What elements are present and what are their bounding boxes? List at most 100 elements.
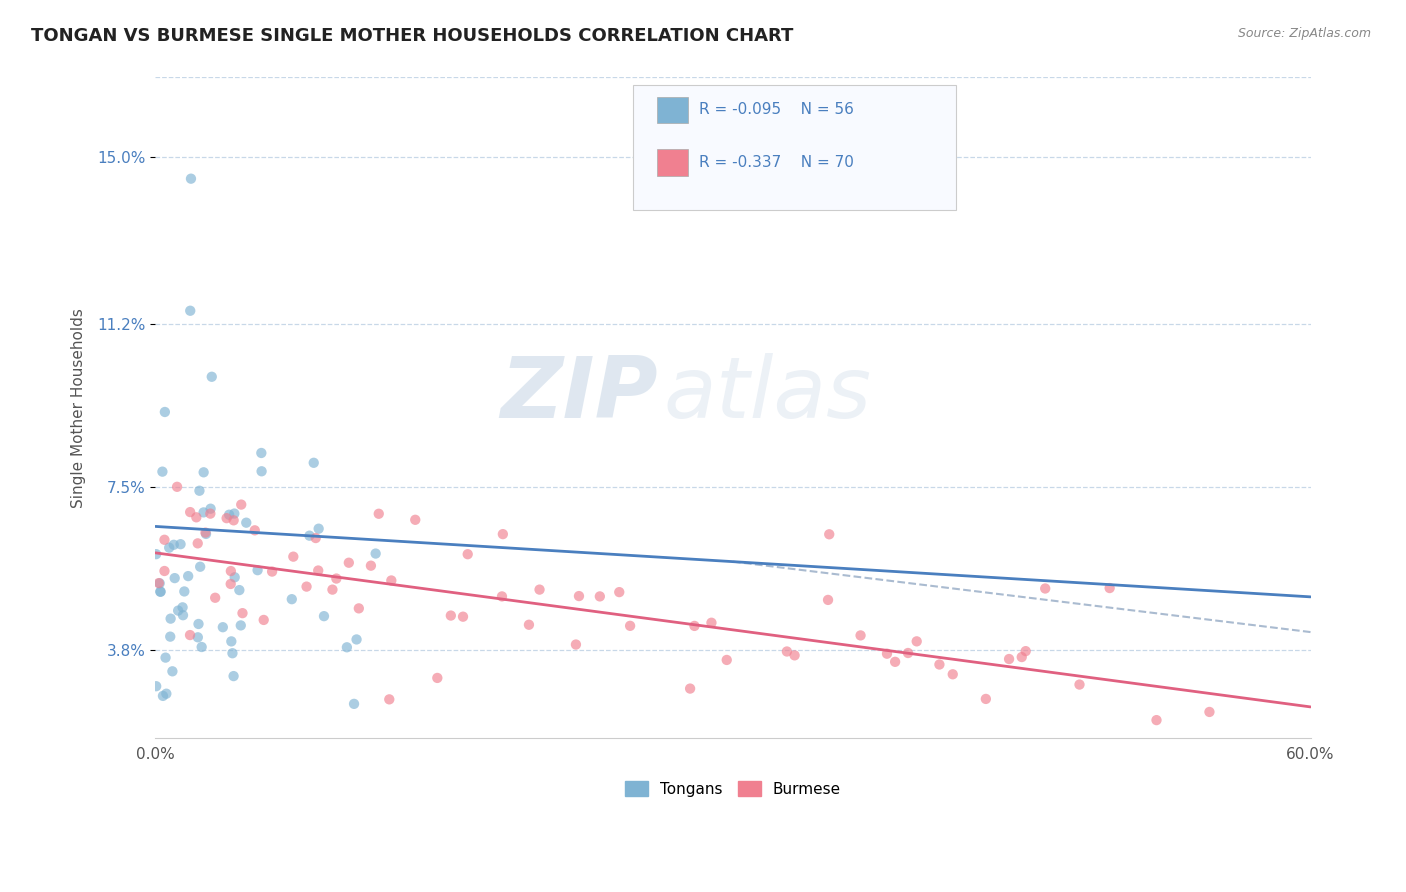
Point <box>179 505 201 519</box>
Point <box>222 669 245 683</box>
Point <box>188 559 211 574</box>
Point <box>716 653 738 667</box>
Point <box>262 565 284 579</box>
Point <box>157 541 180 555</box>
Point <box>1011 650 1033 665</box>
Point <box>166 480 188 494</box>
Point <box>221 634 243 648</box>
Point <box>380 574 402 588</box>
Point <box>295 580 318 594</box>
Point <box>145 679 167 693</box>
Point <box>307 564 329 578</box>
Point <box>219 577 242 591</box>
Point <box>159 612 181 626</box>
Point <box>281 592 304 607</box>
Point <box>308 522 330 536</box>
Point <box>193 465 215 479</box>
Point <box>231 606 253 620</box>
Point <box>619 619 641 633</box>
Point <box>360 558 382 573</box>
Point <box>440 608 463 623</box>
Point <box>169 537 191 551</box>
Point <box>179 303 201 318</box>
Point <box>200 507 222 521</box>
Point <box>1069 677 1091 691</box>
Point <box>172 608 194 623</box>
Point <box>426 671 449 685</box>
Point <box>568 589 591 603</box>
Point <box>229 618 252 632</box>
Legend: Tongans, Burmese: Tongans, Burmese <box>619 774 848 803</box>
Point <box>224 570 246 584</box>
Point <box>253 613 276 627</box>
Point <box>283 549 305 564</box>
Point <box>337 556 360 570</box>
Point <box>186 510 208 524</box>
Point <box>942 667 965 681</box>
Point <box>776 644 799 658</box>
Point <box>180 171 202 186</box>
Point <box>679 681 702 696</box>
Point <box>404 513 426 527</box>
Text: atlas: atlas <box>664 353 872 436</box>
Point <box>179 628 201 642</box>
Point <box>1015 644 1038 658</box>
Point <box>221 646 243 660</box>
Point <box>149 584 172 599</box>
Point <box>222 513 245 527</box>
Point <box>218 508 240 522</box>
Point <box>155 650 177 665</box>
Point <box>1198 705 1220 719</box>
Point <box>228 583 250 598</box>
Point <box>1033 582 1056 596</box>
Y-axis label: Single Mother Households: Single Mother Households <box>72 308 86 508</box>
Point <box>305 531 328 545</box>
Point <box>188 483 211 498</box>
Point <box>219 564 242 578</box>
Point <box>250 464 273 478</box>
Point <box>159 630 181 644</box>
Point <box>783 648 806 663</box>
Point <box>195 527 218 541</box>
Point <box>302 456 325 470</box>
Point <box>589 590 612 604</box>
Point <box>884 655 907 669</box>
Point <box>1146 713 1168 727</box>
Point <box>818 527 841 541</box>
Point <box>321 582 343 597</box>
Point <box>187 617 209 632</box>
Point <box>378 692 401 706</box>
Point <box>145 547 167 561</box>
Point <box>849 628 872 642</box>
Point <box>211 620 233 634</box>
Text: R = -0.337    N = 70: R = -0.337 N = 70 <box>699 155 853 170</box>
Text: TONGAN VS BURMESE SINGLE MOTHER HOUSEHOLDS CORRELATION CHART: TONGAN VS BURMESE SINGLE MOTHER HOUSEHOL… <box>31 27 793 45</box>
Point <box>607 585 630 599</box>
Point <box>897 646 920 660</box>
Point <box>235 516 257 530</box>
Point <box>565 638 588 652</box>
Point <box>998 652 1021 666</box>
Point <box>149 576 172 591</box>
Point <box>152 465 174 479</box>
Point <box>325 572 347 586</box>
Point <box>172 600 194 615</box>
Point <box>148 576 170 591</box>
Text: ZIP: ZIP <box>501 353 658 436</box>
Text: R = -0.095    N = 56: R = -0.095 N = 56 <box>699 103 853 118</box>
Point <box>167 604 190 618</box>
Point <box>517 617 540 632</box>
Point <box>177 569 200 583</box>
Point <box>163 571 186 585</box>
Point <box>187 536 209 550</box>
Point <box>231 498 253 512</box>
Point <box>149 584 172 599</box>
Point <box>163 538 186 552</box>
Point <box>153 405 176 419</box>
Point <box>974 692 997 706</box>
Point <box>246 563 269 577</box>
Point <box>700 615 723 630</box>
Point <box>457 547 479 561</box>
Point <box>491 590 513 604</box>
Point <box>200 501 222 516</box>
